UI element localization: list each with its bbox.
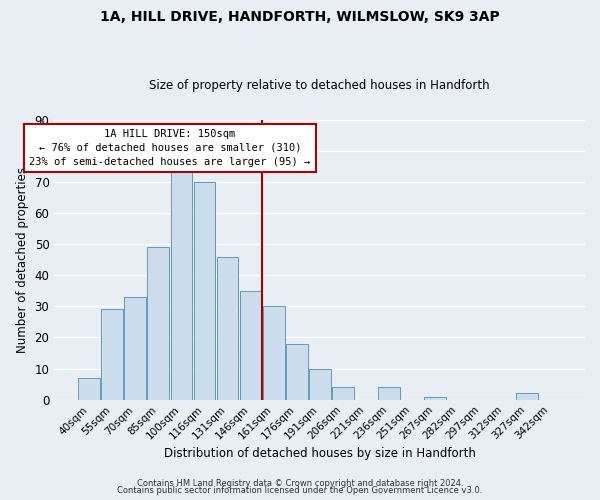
Bar	[309, 368, 331, 400]
Bar	[217, 256, 238, 400]
Bar	[286, 344, 308, 400]
Bar	[194, 182, 215, 400]
Title: Size of property relative to detached houses in Handforth: Size of property relative to detached ho…	[149, 79, 490, 92]
Bar	[148, 247, 169, 400]
Y-axis label: Number of detached properties: Number of detached properties	[16, 166, 29, 352]
Text: 1A, HILL DRIVE, HANDFORTH, WILMSLOW, SK9 3AP: 1A, HILL DRIVE, HANDFORTH, WILMSLOW, SK9…	[100, 10, 500, 24]
Bar	[79, 378, 100, 400]
Bar	[101, 310, 124, 400]
Bar	[332, 388, 353, 400]
Bar	[170, 172, 193, 400]
Bar	[239, 291, 262, 400]
Bar	[124, 297, 146, 400]
Bar	[424, 396, 446, 400]
Text: Contains HM Land Registry data © Crown copyright and database right 2024.: Contains HM Land Registry data © Crown c…	[137, 478, 463, 488]
X-axis label: Distribution of detached houses by size in Handforth: Distribution of detached houses by size …	[164, 447, 476, 460]
Bar	[516, 394, 538, 400]
Bar	[378, 388, 400, 400]
Text: Contains public sector information licensed under the Open Government Licence v3: Contains public sector information licen…	[118, 486, 482, 495]
Text: 1A HILL DRIVE: 150sqm
← 76% of detached houses are smaller (310)
23% of semi-det: 1A HILL DRIVE: 150sqm ← 76% of detached …	[29, 129, 311, 167]
Bar	[263, 306, 284, 400]
